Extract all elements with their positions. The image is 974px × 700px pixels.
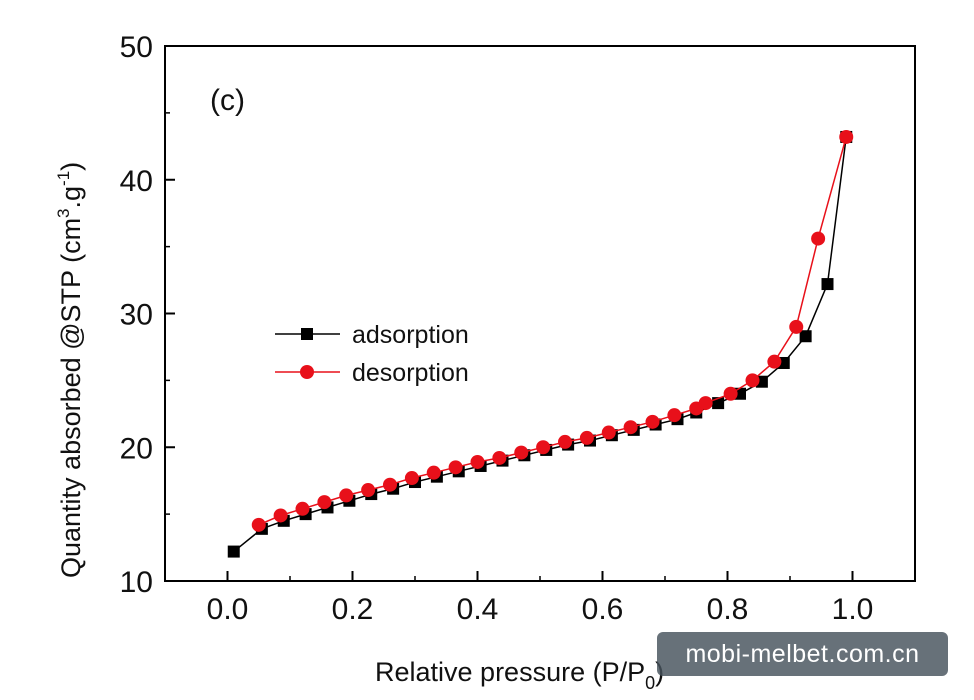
point-desorption xyxy=(723,386,738,401)
y-axis-title-main: Quantity absorbed @STP (cm xyxy=(56,218,86,578)
point-desorption xyxy=(383,477,397,492)
point-desorption xyxy=(404,471,419,486)
legend-label-adsorption: adsorption xyxy=(352,321,469,349)
point-desorption xyxy=(470,454,485,469)
y-tick-label: 50 xyxy=(120,31,153,64)
legend-marker-adsorption xyxy=(301,328,313,340)
point-desorption xyxy=(667,408,682,423)
point-desorption xyxy=(426,465,441,480)
series-line-desorption xyxy=(258,136,847,526)
point-desorption xyxy=(317,495,332,510)
point-desorption xyxy=(536,440,551,455)
y-axis-title-end: ) xyxy=(56,162,86,171)
x-tick-label: 0.6 xyxy=(582,593,624,626)
x-tick-label: 0.8 xyxy=(707,593,749,626)
y-tick-label: 10 xyxy=(120,566,153,599)
point-desorption xyxy=(579,430,594,445)
point-desorption xyxy=(745,373,760,388)
panel-label: (c) xyxy=(210,84,245,117)
legend: adsorption desorption xyxy=(275,321,469,387)
x-tick-label: 1.0 xyxy=(832,593,874,626)
point-desorption xyxy=(698,396,713,411)
y-tick-label: 40 xyxy=(120,165,153,198)
y-axis-title-sup1: 3 xyxy=(54,208,73,217)
point-desorption xyxy=(514,445,529,460)
point-desorption xyxy=(839,129,854,144)
x-tick-label: 0.0 xyxy=(207,593,249,626)
point-desorption xyxy=(361,483,376,498)
point-adsorption xyxy=(799,330,812,343)
y-tick-label: 20 xyxy=(120,432,153,465)
x-axis-title: Relative pressure (P/P0) xyxy=(375,657,664,693)
point-adsorption xyxy=(821,278,834,291)
point-desorption xyxy=(339,488,354,503)
point-desorption xyxy=(789,319,804,334)
point-desorption xyxy=(295,501,310,516)
point-desorption xyxy=(601,425,616,440)
y-axis-title-sup2: -1 xyxy=(54,171,73,186)
y-axis-title: Quantity absorbed @STP (cm3.g-1) xyxy=(54,162,86,578)
x-tick-label: 0.4 xyxy=(457,593,499,626)
axis-ticks: 0.0 0.2 0.4 0.6 0.8 1.0 10 20 30 40 50 xyxy=(120,31,874,626)
point-desorption xyxy=(767,354,782,369)
point-desorption xyxy=(492,450,507,465)
point-desorption xyxy=(623,420,638,435)
x-axis-title-main: Relative pressure (P/P xyxy=(375,657,645,687)
legend-marker-desorption xyxy=(300,365,314,379)
point-adsorption xyxy=(227,545,240,558)
point-desorption xyxy=(448,460,463,475)
point-desorption xyxy=(558,434,572,449)
plot-frame xyxy=(164,45,916,582)
x-axis-title-sub: 0 xyxy=(645,673,655,693)
point-desorption xyxy=(273,508,288,523)
series-line-adsorption xyxy=(233,136,847,553)
series-layer xyxy=(227,129,854,558)
point-desorption xyxy=(251,517,266,532)
point-desorption xyxy=(811,231,826,246)
legend-label-desorption: desorption xyxy=(352,359,469,387)
y-axis-title-mid: .g xyxy=(56,186,86,209)
watermark: mobi-melbet.com.cn xyxy=(657,632,948,676)
x-tick-label: 0.2 xyxy=(332,593,374,626)
point-desorption xyxy=(645,414,660,429)
y-tick-label: 30 xyxy=(120,299,153,332)
